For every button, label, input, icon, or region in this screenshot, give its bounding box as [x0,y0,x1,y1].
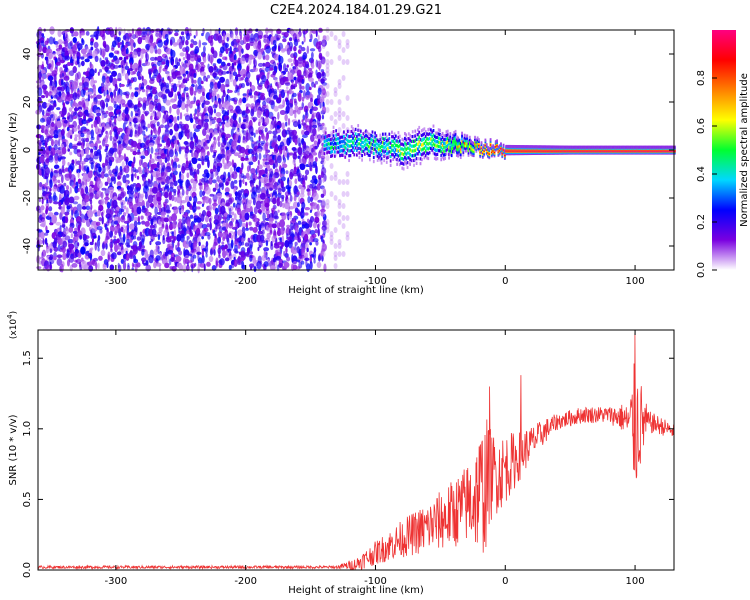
y-tick-label: 0.5 [22,491,33,507]
snr-frame [37,329,675,571]
snr-scale-prefix: (x10 [9,319,19,340]
x-tick-label: -100 [364,276,387,287]
x-tick-label: 0 [502,576,508,587]
snr-series-line [38,332,674,570]
x-tick-label: -200 [234,576,257,587]
y-tick-label: 20 [22,96,33,109]
colorbar-tick-label: 0.2 [696,214,707,230]
y-tick-label: 1.5 [22,350,33,366]
x-tick-label: 0 [502,276,508,287]
snr-x-axis: -300 -200 -100 0 100 [105,330,645,587]
colorbar-tick-label: 0.8 [696,70,707,86]
y-tick-label: -40 [22,238,33,254]
snr-y-axis: 0.0 0.5 1.0 1.5 [22,350,674,578]
spectrogram-y-label: Frequency (Hz) [8,112,19,188]
spectrogram-x-label: Height of straight line (km) [288,285,424,296]
y-tick-label: 0.0 [22,562,33,578]
x-tick-label: -300 [105,276,128,287]
snr-scale-exponent: 4 [6,314,14,319]
y-tick-label: -20 [22,190,33,206]
snr-panel: -300 -200 -100 0 100 0.0 0.5 1.0 1.5 Height of … [6,311,675,596]
colorbar-label: Normalized spectral amplitude [739,73,750,227]
spectrogram-y-axis: -40 -20 0 20 40 [22,48,674,254]
figure-title: C2E4.2024.184.01.29.G21 [270,3,442,18]
x-tick-label: 100 [626,276,645,287]
snr-scale-label: (x104) [6,311,19,339]
x-tick-label: -200 [234,276,257,287]
spectrogram-heatmap [35,26,676,274]
colorbar-tick-label: 0.6 [696,118,707,134]
snr-y-label: SNR (10 * v/v) [8,414,19,485]
snr-x-label: Height of straight line (km) [288,585,424,596]
colorbar-ticks: 0.0 0.2 0.4 0.6 0.8 [696,70,717,278]
colorbar-tick-label: 0.4 [696,166,707,182]
colorbar: 0.0 0.2 0.4 0.6 0.8 Normalized spectral ampl… [696,30,750,278]
y-tick-label: 40 [22,48,33,61]
x-tick-label: 100 [626,576,645,587]
y-tick-label: 0 [22,147,33,153]
y-tick-label: 1.0 [22,421,33,437]
x-tick-label: -100 [364,576,387,587]
x-tick-label: -300 [105,576,128,587]
colorbar-gradient [712,30,736,270]
snr-scale-suffix: ) [9,311,19,315]
spectrogram-x-axis: -300 -200 -100 0 100 [105,30,645,287]
colorbar-tick-label: 0.0 [696,262,707,278]
